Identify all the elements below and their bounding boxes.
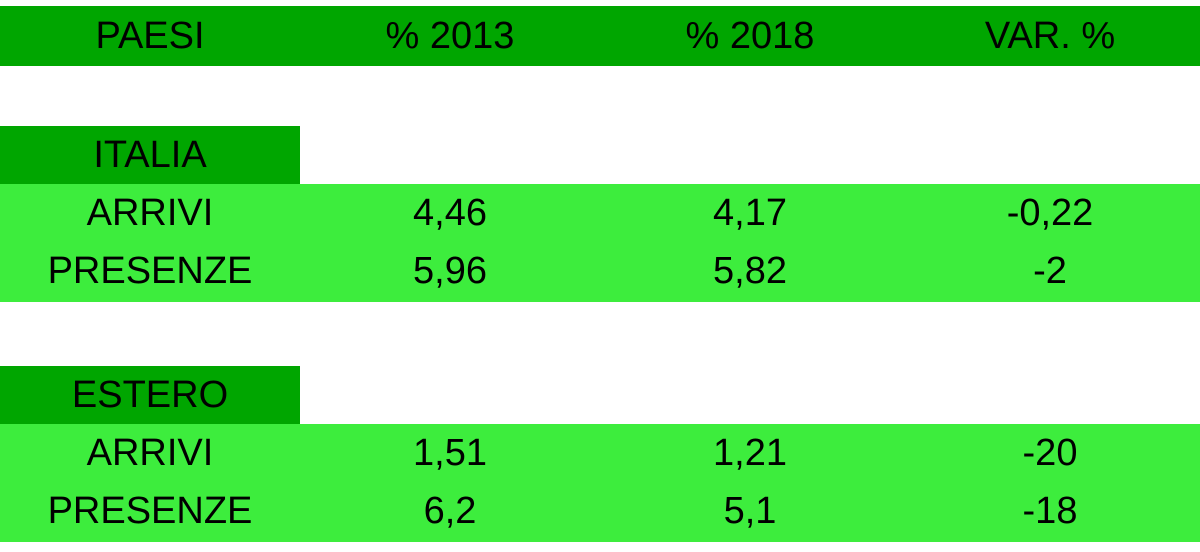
value-cell: 5,82 <box>713 250 787 292</box>
section-rows-bg <box>0 424 1200 542</box>
section-label-bg <box>0 366 300 424</box>
section-label-bg <box>0 126 300 184</box>
section-rows-bg <box>0 184 1200 302</box>
row-label: PRESENZE <box>47 250 253 292</box>
value-cell: 5,96 <box>413 250 487 292</box>
section-title: ITALIA <box>93 134 207 176</box>
value-cell: 5,1 <box>723 490 777 532</box>
row-label: ARRIVI <box>86 432 214 474</box>
value-cell: -0,22 <box>1006 192 1094 234</box>
row-label: ARRIVI <box>86 192 214 234</box>
header-cell: VAR. % <box>984 15 1116 57</box>
header-cell: % 2018 <box>685 15 815 57</box>
value-cell: 4,17 <box>713 192 787 234</box>
header-cell: PAESI <box>95 15 205 57</box>
value-cell: 1,51 <box>413 432 487 474</box>
header-cell: % 2013 <box>385 15 515 57</box>
value-cell: 1,21 <box>713 432 787 474</box>
value-cell: -18 <box>1022 490 1078 532</box>
header-bar <box>0 6 1200 66</box>
value-cell: -2 <box>1033 250 1067 292</box>
value-cell: -20 <box>1022 432 1078 474</box>
row-label: PRESENZE <box>47 490 253 532</box>
value-cell: 6,2 <box>423 490 477 532</box>
section-title: ESTERO <box>71 374 229 416</box>
value-cell: 4,46 <box>413 192 487 234</box>
